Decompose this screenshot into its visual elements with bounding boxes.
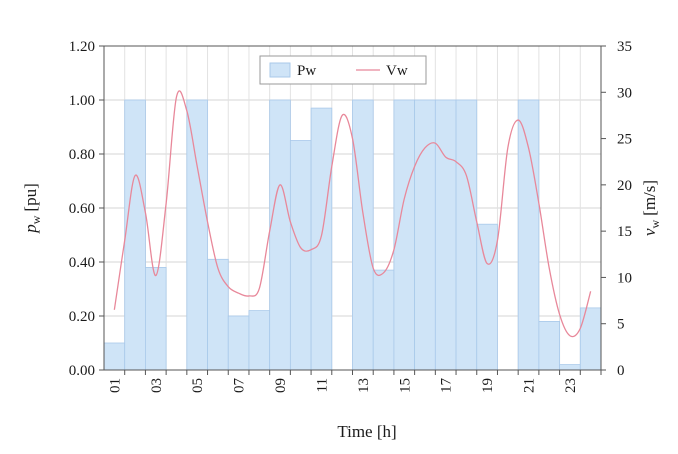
pw-bar-hour-2 [124,99,146,371]
x-tick-label: 19 [480,378,496,393]
pw-bar-hour-5 [186,99,208,371]
right-tick-label: 0 [617,363,625,379]
x-axis-ticks: 01 03 05 07 09 11 13 15 17 19 21 23 [107,370,602,394]
pw-bar-hour-17 [434,99,457,371]
left-axis-title-symbol: p [21,224,40,234]
pw-bar-hour-3 [145,266,167,371]
right-tick-label: 30 [617,85,632,101]
pw-bar-hour-13 [352,99,374,371]
left-axis-title-unit: [pu] [21,183,40,211]
pw-bars [103,99,602,371]
vw-line-layer [113,90,592,338]
legend: Pw Vw [259,55,427,85]
legend-pw-swatch [269,62,291,78]
left-axis-title: pw [pu] [21,183,43,234]
right-axis-title: vw [m/s] [640,180,662,236]
vw-line [113,90,592,338]
pw-bar-hour-21 [517,99,540,371]
right-axis-title-subscript: w [648,220,662,229]
x-tick-label: 07 [232,378,248,394]
left-tick-label: 0.40 [69,255,95,271]
left-tick-label: 0.20 [69,309,95,325]
x-tick-label: 15 [397,378,413,393]
left-tick-label: 1.00 [69,93,95,109]
pw-bar-hour-22 [538,320,560,371]
right-axis-title-unit: [m/s] [640,180,659,216]
pw-bar-hour-1 [103,342,126,371]
left-tick-label: 0.80 [69,147,95,163]
pw-bar-hour-14 [372,269,395,371]
x-tick-label: 03 [149,378,165,393]
left-tick-label: 0.60 [69,201,95,217]
pw-bar-hour-23 [559,364,581,371]
right-tick-label: 35 [617,39,632,55]
x-tick-label: 05 [190,378,206,393]
x-tick-label: 21 [522,378,538,393]
x-tick-label: 01 [107,378,123,393]
pw-bar-hour-16 [414,99,436,371]
right-tick-label: 20 [617,178,632,194]
pw-bar-hour-19 [476,223,498,371]
right-tick-label: 10 [617,270,632,286]
left-axis-ticks: 0.00 0.20 0.40 0.60 0.80 1.00 1.20 [69,39,104,379]
x-tick-label: 13 [356,378,372,393]
pw-bar-hour-10 [289,140,312,371]
right-axis-title-symbol: v [640,228,659,236]
x-tick-label: 17 [439,378,455,394]
pw-bar-hour-6 [207,258,229,371]
right-axis-ticks: 0 5 10 15 20 25 30 35 [601,39,632,379]
left-axis-title-subscript: w [29,215,43,224]
left-tick-label: 1.20 [69,39,95,55]
pw-bar-hour-9 [269,99,291,371]
left-tick-label: 0.00 [69,363,95,379]
pw-bar-hour-18 [455,99,478,371]
right-tick-label: 15 [617,224,632,240]
legend-pw-label: Pw [297,63,316,79]
pw-bar-hour-11 [310,107,333,371]
x-tick-label: 11 [314,378,330,392]
pw-bar-hour-7 [227,315,250,371]
x-axis-title: Time [h] [337,422,396,441]
x-tick-label: 09 [273,378,289,393]
legend-vw-label: Vw [386,63,408,79]
right-tick-label: 25 [617,132,632,148]
right-tick-label: 5 [617,317,625,333]
pw-bar-hour-8 [248,310,271,371]
x-tick-label: 23 [563,378,579,393]
